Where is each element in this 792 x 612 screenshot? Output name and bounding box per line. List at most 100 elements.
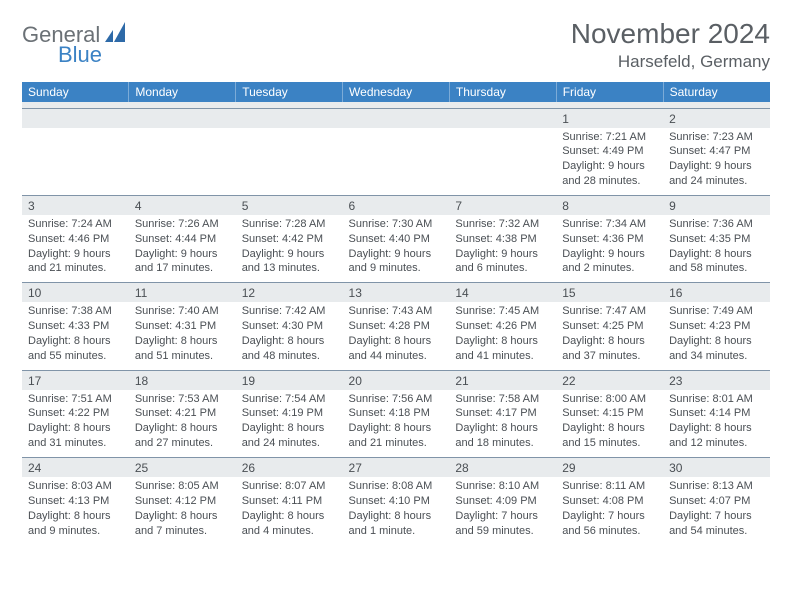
sunset-text: Sunset: 4:35 PM xyxy=(669,232,764,247)
week-detail-row: Sunrise: 7:51 AMSunset: 4:22 PMDaylight:… xyxy=(22,390,770,458)
sunrise-text: Sunrise: 8:11 AM xyxy=(562,479,657,494)
day-detail-cell: Sunrise: 7:54 AMSunset: 4:19 PMDaylight:… xyxy=(236,390,343,458)
day-number-cell: 12 xyxy=(236,283,343,303)
sunset-text: Sunset: 4:12 PM xyxy=(135,494,230,509)
day-number-cell: 26 xyxy=(236,458,343,478)
sunrise-text: Sunrise: 7:24 AM xyxy=(28,217,123,232)
day-detail-cell: Sunrise: 7:51 AMSunset: 4:22 PMDaylight:… xyxy=(22,390,129,458)
sunrise-text: Sunrise: 7:26 AM xyxy=(135,217,230,232)
day-header-sun: Sunday xyxy=(22,82,129,102)
logo-word-blue: Blue xyxy=(58,44,167,66)
daylight-text: Daylight: 8 hours and 18 minutes. xyxy=(455,421,550,451)
day-number-cell: 19 xyxy=(236,370,343,390)
day-detail-cell: Sunrise: 8:03 AMSunset: 4:13 PMDaylight:… xyxy=(22,477,129,544)
day-detail-cell: Sunrise: 7:28 AMSunset: 4:42 PMDaylight:… xyxy=(236,215,343,283)
week-number-row: 3456789 xyxy=(22,195,770,215)
daylight-text: Daylight: 8 hours and 12 minutes. xyxy=(669,421,764,451)
calendar-page: General Blue November 2024 Harsefeld, Ge… xyxy=(0,0,792,612)
week-number-row: 10111213141516 xyxy=(22,283,770,303)
day-number-cell: 6 xyxy=(343,195,450,215)
calendar-body: 12Sunrise: 7:21 AMSunset: 4:49 PMDayligh… xyxy=(22,102,770,544)
logo-text: General Blue xyxy=(22,22,131,68)
day-number-cell: 3 xyxy=(22,195,129,215)
sunrise-text: Sunrise: 7:28 AM xyxy=(242,217,337,232)
sunset-text: Sunset: 4:21 PM xyxy=(135,406,230,421)
day-number-cell: 10 xyxy=(22,283,129,303)
day-number-cell: 28 xyxy=(449,458,556,478)
day-number-cell: 1 xyxy=(556,108,663,128)
day-detail-cell: Sunrise: 7:40 AMSunset: 4:31 PMDaylight:… xyxy=(129,302,236,370)
sunset-text: Sunset: 4:33 PM xyxy=(28,319,123,334)
day-number-cell: 7 xyxy=(449,195,556,215)
day-number-cell: 2 xyxy=(663,108,770,128)
day-number-cell: 23 xyxy=(663,370,770,390)
day-number-cell: 16 xyxy=(663,283,770,303)
day-detail-cell: Sunrise: 8:10 AMSunset: 4:09 PMDaylight:… xyxy=(449,477,556,544)
sunrise-text: Sunrise: 7:58 AM xyxy=(455,392,550,407)
day-detail-cell: Sunrise: 7:53 AMSunset: 4:21 PMDaylight:… xyxy=(129,390,236,458)
sunset-text: Sunset: 4:10 PM xyxy=(349,494,444,509)
sunset-text: Sunset: 4:46 PM xyxy=(28,232,123,247)
daylight-text: Daylight: 8 hours and 44 minutes. xyxy=(349,334,444,364)
week-detail-row: Sunrise: 7:38 AMSunset: 4:33 PMDaylight:… xyxy=(22,302,770,370)
day-header-thu: Thursday xyxy=(449,82,556,102)
sunset-text: Sunset: 4:09 PM xyxy=(455,494,550,509)
sunrise-text: Sunrise: 7:43 AM xyxy=(349,304,444,319)
brand-logo: General Blue xyxy=(22,18,131,68)
daylight-text: Daylight: 9 hours and 9 minutes. xyxy=(349,247,444,277)
day-number-cell: 11 xyxy=(129,283,236,303)
day-header-sat: Saturday xyxy=(663,82,770,102)
sunset-text: Sunset: 4:42 PM xyxy=(242,232,337,247)
day-detail-cell: Sunrise: 7:21 AMSunset: 4:49 PMDaylight:… xyxy=(556,128,663,196)
daylight-text: Daylight: 7 hours and 56 minutes. xyxy=(562,509,657,539)
daylight-text: Daylight: 9 hours and 28 minutes. xyxy=(562,159,657,189)
daylight-text: Daylight: 8 hours and 1 minute. xyxy=(349,509,444,539)
day-detail-cell: Sunrise: 7:34 AMSunset: 4:36 PMDaylight:… xyxy=(556,215,663,283)
sunset-text: Sunset: 4:22 PM xyxy=(28,406,123,421)
day-header-fri: Friday xyxy=(556,82,663,102)
logo-mark-icon xyxy=(105,22,131,46)
sunrise-text: Sunrise: 7:32 AM xyxy=(455,217,550,232)
sunrise-text: Sunrise: 7:53 AM xyxy=(135,392,230,407)
day-detail-cell: Sunrise: 8:01 AMSunset: 4:14 PMDaylight:… xyxy=(663,390,770,458)
day-number-cell: 25 xyxy=(129,458,236,478)
sunset-text: Sunset: 4:14 PM xyxy=(669,406,764,421)
sunrise-text: Sunrise: 7:49 AM xyxy=(669,304,764,319)
day-number-cell: 24 xyxy=(22,458,129,478)
day-detail-cell: Sunrise: 7:32 AMSunset: 4:38 PMDaylight:… xyxy=(449,215,556,283)
sunset-text: Sunset: 4:31 PM xyxy=(135,319,230,334)
day-detail-cell: Sunrise: 7:56 AMSunset: 4:18 PMDaylight:… xyxy=(343,390,450,458)
daylight-text: Daylight: 8 hours and 41 minutes. xyxy=(455,334,550,364)
day-header-wed: Wednesday xyxy=(343,82,450,102)
day-number-cell: 30 xyxy=(663,458,770,478)
day-detail-cell: Sunrise: 8:05 AMSunset: 4:12 PMDaylight:… xyxy=(129,477,236,544)
sunset-text: Sunset: 4:26 PM xyxy=(455,319,550,334)
sunrise-text: Sunrise: 7:47 AM xyxy=(562,304,657,319)
sunrise-text: Sunrise: 8:08 AM xyxy=(349,479,444,494)
day-number-cell xyxy=(449,108,556,128)
day-detail-cell: Sunrise: 8:08 AMSunset: 4:10 PMDaylight:… xyxy=(343,477,450,544)
day-detail-cell: Sunrise: 7:43 AMSunset: 4:28 PMDaylight:… xyxy=(343,302,450,370)
sunset-text: Sunset: 4:49 PM xyxy=(562,144,657,159)
week-detail-row: Sunrise: 7:21 AMSunset: 4:49 PMDaylight:… xyxy=(22,128,770,196)
sunset-text: Sunset: 4:40 PM xyxy=(349,232,444,247)
day-number-cell xyxy=(343,108,450,128)
day-detail-cell xyxy=(343,128,450,196)
sunset-text: Sunset: 4:28 PM xyxy=(349,319,444,334)
daylight-text: Daylight: 8 hours and 34 minutes. xyxy=(669,334,764,364)
sunset-text: Sunset: 4:25 PM xyxy=(562,319,657,334)
month-title: November 2024 xyxy=(571,18,770,50)
sunset-text: Sunset: 4:08 PM xyxy=(562,494,657,509)
daylight-text: Daylight: 8 hours and 48 minutes. xyxy=(242,334,337,364)
sunrise-text: Sunrise: 7:45 AM xyxy=(455,304,550,319)
day-detail-cell: Sunrise: 7:23 AMSunset: 4:47 PMDaylight:… xyxy=(663,128,770,196)
page-header: General Blue November 2024 Harsefeld, Ge… xyxy=(22,18,770,72)
daylight-text: Daylight: 8 hours and 9 minutes. xyxy=(28,509,123,539)
week-detail-row: Sunrise: 8:03 AMSunset: 4:13 PMDaylight:… xyxy=(22,477,770,544)
day-number-cell: 29 xyxy=(556,458,663,478)
sunset-text: Sunset: 4:13 PM xyxy=(28,494,123,509)
daylight-text: Daylight: 8 hours and 37 minutes. xyxy=(562,334,657,364)
sunrise-text: Sunrise: 7:23 AM xyxy=(669,130,764,145)
day-detail-cell: Sunrise: 8:11 AMSunset: 4:08 PMDaylight:… xyxy=(556,477,663,544)
daylight-text: Daylight: 9 hours and 6 minutes. xyxy=(455,247,550,277)
